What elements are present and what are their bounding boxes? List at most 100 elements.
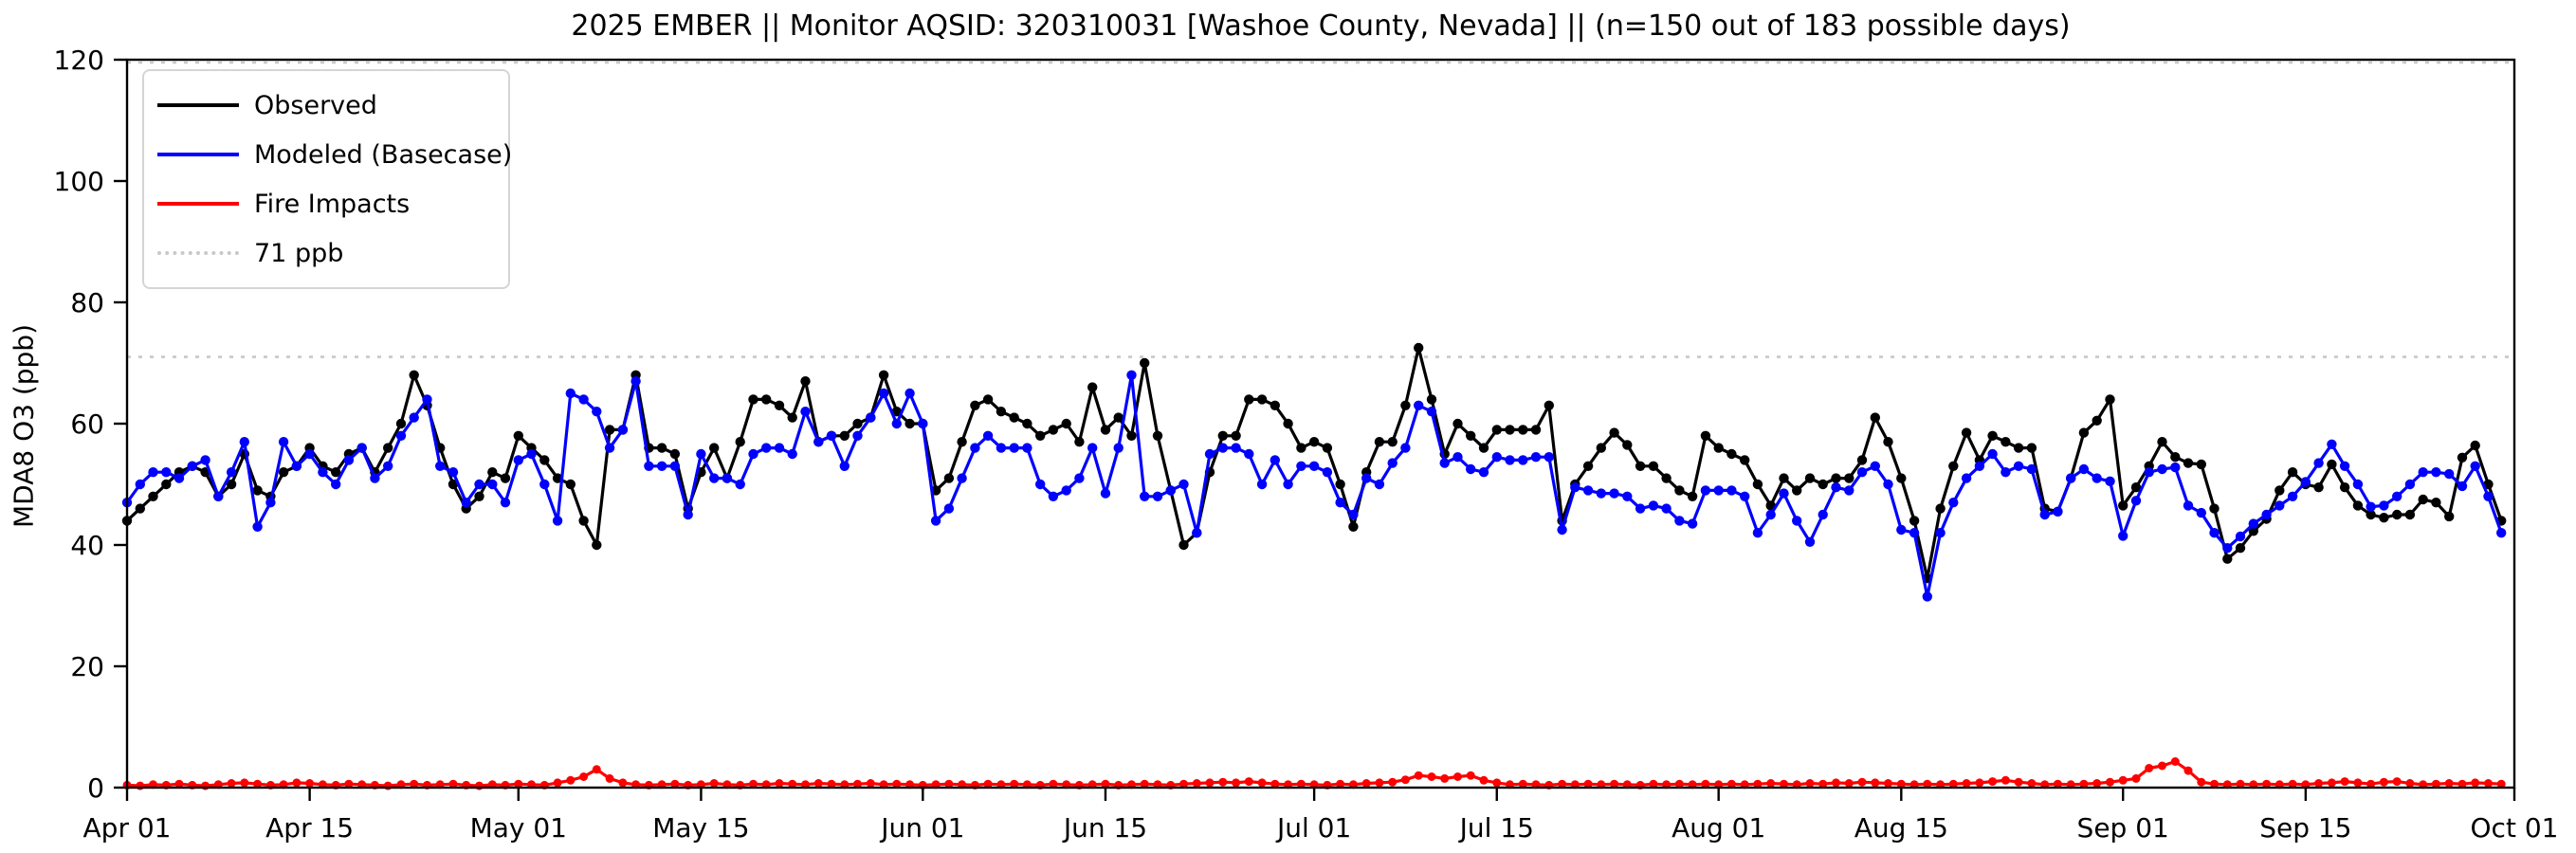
data-point	[1962, 779, 1971, 788]
data-point	[775, 779, 784, 788]
data-point	[957, 473, 967, 483]
data-point	[1387, 437, 1398, 447]
data-point	[331, 479, 341, 490]
data-point	[1804, 536, 1816, 547]
x-tick-label: Jul 01	[1275, 812, 1351, 844]
data-point	[513, 430, 523, 441]
data-point	[2392, 777, 2402, 787]
data-point	[2471, 778, 2480, 788]
legend-entry: 71 ppb	[144, 228, 508, 278]
data-point	[2209, 503, 2220, 514]
data-point	[1948, 779, 1958, 789]
data-point	[474, 479, 484, 490]
data-point	[174, 779, 184, 789]
data-point	[943, 473, 955, 483]
data-point	[1022, 418, 1032, 429]
data-point	[2275, 485, 2285, 496]
data-point	[709, 779, 719, 788]
data-point	[1792, 485, 1802, 496]
data-point	[1726, 779, 1736, 789]
data-point	[2001, 467, 2011, 478]
data-point	[1283, 418, 1293, 429]
data-point	[1283, 479, 1293, 490]
data-point	[618, 778, 628, 788]
data-point	[761, 443, 772, 453]
data-point	[2092, 779, 2102, 788]
data-point	[1439, 458, 1450, 468]
legend-line-swatch	[157, 251, 239, 255]
data-point	[1061, 418, 1071, 429]
data-point	[2392, 491, 2402, 501]
data-point	[1530, 425, 1542, 435]
x-tick-label: Sep 15	[2259, 812, 2351, 844]
data-point	[565, 479, 575, 490]
data-point	[813, 437, 824, 447]
data-point	[2444, 779, 2454, 788]
data-point	[161, 479, 172, 490]
data-point	[1101, 779, 1110, 789]
data-point	[2053, 779, 2062, 789]
data-point	[278, 437, 289, 447]
data-point	[891, 407, 902, 417]
data-point	[2001, 437, 2011, 447]
data-point	[1165, 485, 1177, 496]
data-point	[1635, 503, 1646, 514]
data-point	[383, 461, 393, 471]
data-point	[1766, 779, 1776, 788]
data-point	[1505, 455, 1515, 465]
data-point	[1831, 482, 1841, 493]
data-point	[1491, 452, 1503, 463]
data-point	[1361, 779, 1371, 788]
data-point	[1987, 430, 1998, 441]
data-point	[2026, 463, 2037, 475]
data-point	[1100, 425, 1111, 435]
data-point	[1649, 779, 1658, 789]
data-point	[1009, 443, 1019, 453]
x-tick-label: Apr 01	[83, 812, 172, 844]
data-point	[853, 779, 862, 789]
data-point	[1740, 491, 1750, 501]
data-point	[2144, 467, 2154, 478]
data-point	[1687, 518, 1698, 529]
data-point	[970, 400, 980, 410]
data-point	[1466, 771, 1475, 780]
data-point	[1244, 448, 1254, 460]
data-point	[2300, 477, 2311, 487]
data-point	[331, 467, 341, 478]
data-point	[1140, 779, 1149, 789]
data-point	[1610, 779, 1619, 789]
data-point	[1256, 394, 1268, 405]
data-point	[174, 473, 185, 483]
data-point	[2444, 511, 2455, 522]
data-point	[2106, 777, 2114, 787]
data-point	[1609, 488, 1619, 499]
data-point	[395, 418, 407, 429]
data-point	[213, 491, 224, 501]
data-point	[1701, 779, 1710, 789]
data-point	[827, 779, 836, 789]
data-point	[1192, 528, 1202, 538]
data-point	[1270, 455, 1281, 465]
legend: Observed Modeled (Basecase) Fire Impacts 71…	[142, 69, 512, 289]
data-point	[1935, 503, 1946, 514]
data-point	[1832, 778, 1840, 788]
data-point	[1387, 458, 1398, 468]
data-point	[356, 443, 367, 453]
data-point	[1179, 779, 1188, 789]
data-point	[2431, 498, 2441, 508]
data-point	[2405, 779, 2415, 788]
data-point	[1100, 488, 1111, 499]
data-point	[1178, 539, 1189, 551]
data-point	[918, 418, 928, 429]
data-point	[2209, 528, 2220, 538]
data-point	[1844, 779, 1854, 788]
data-point	[1988, 777, 1998, 787]
data-point	[2484, 779, 2493, 788]
data-point	[1232, 778, 1241, 788]
data-point	[2105, 394, 2115, 405]
data-point	[1491, 425, 1503, 435]
data-point	[343, 455, 355, 465]
data-point	[592, 765, 601, 774]
data-point	[2418, 467, 2428, 478]
x-tick-label: Oct 01	[2471, 812, 2559, 844]
